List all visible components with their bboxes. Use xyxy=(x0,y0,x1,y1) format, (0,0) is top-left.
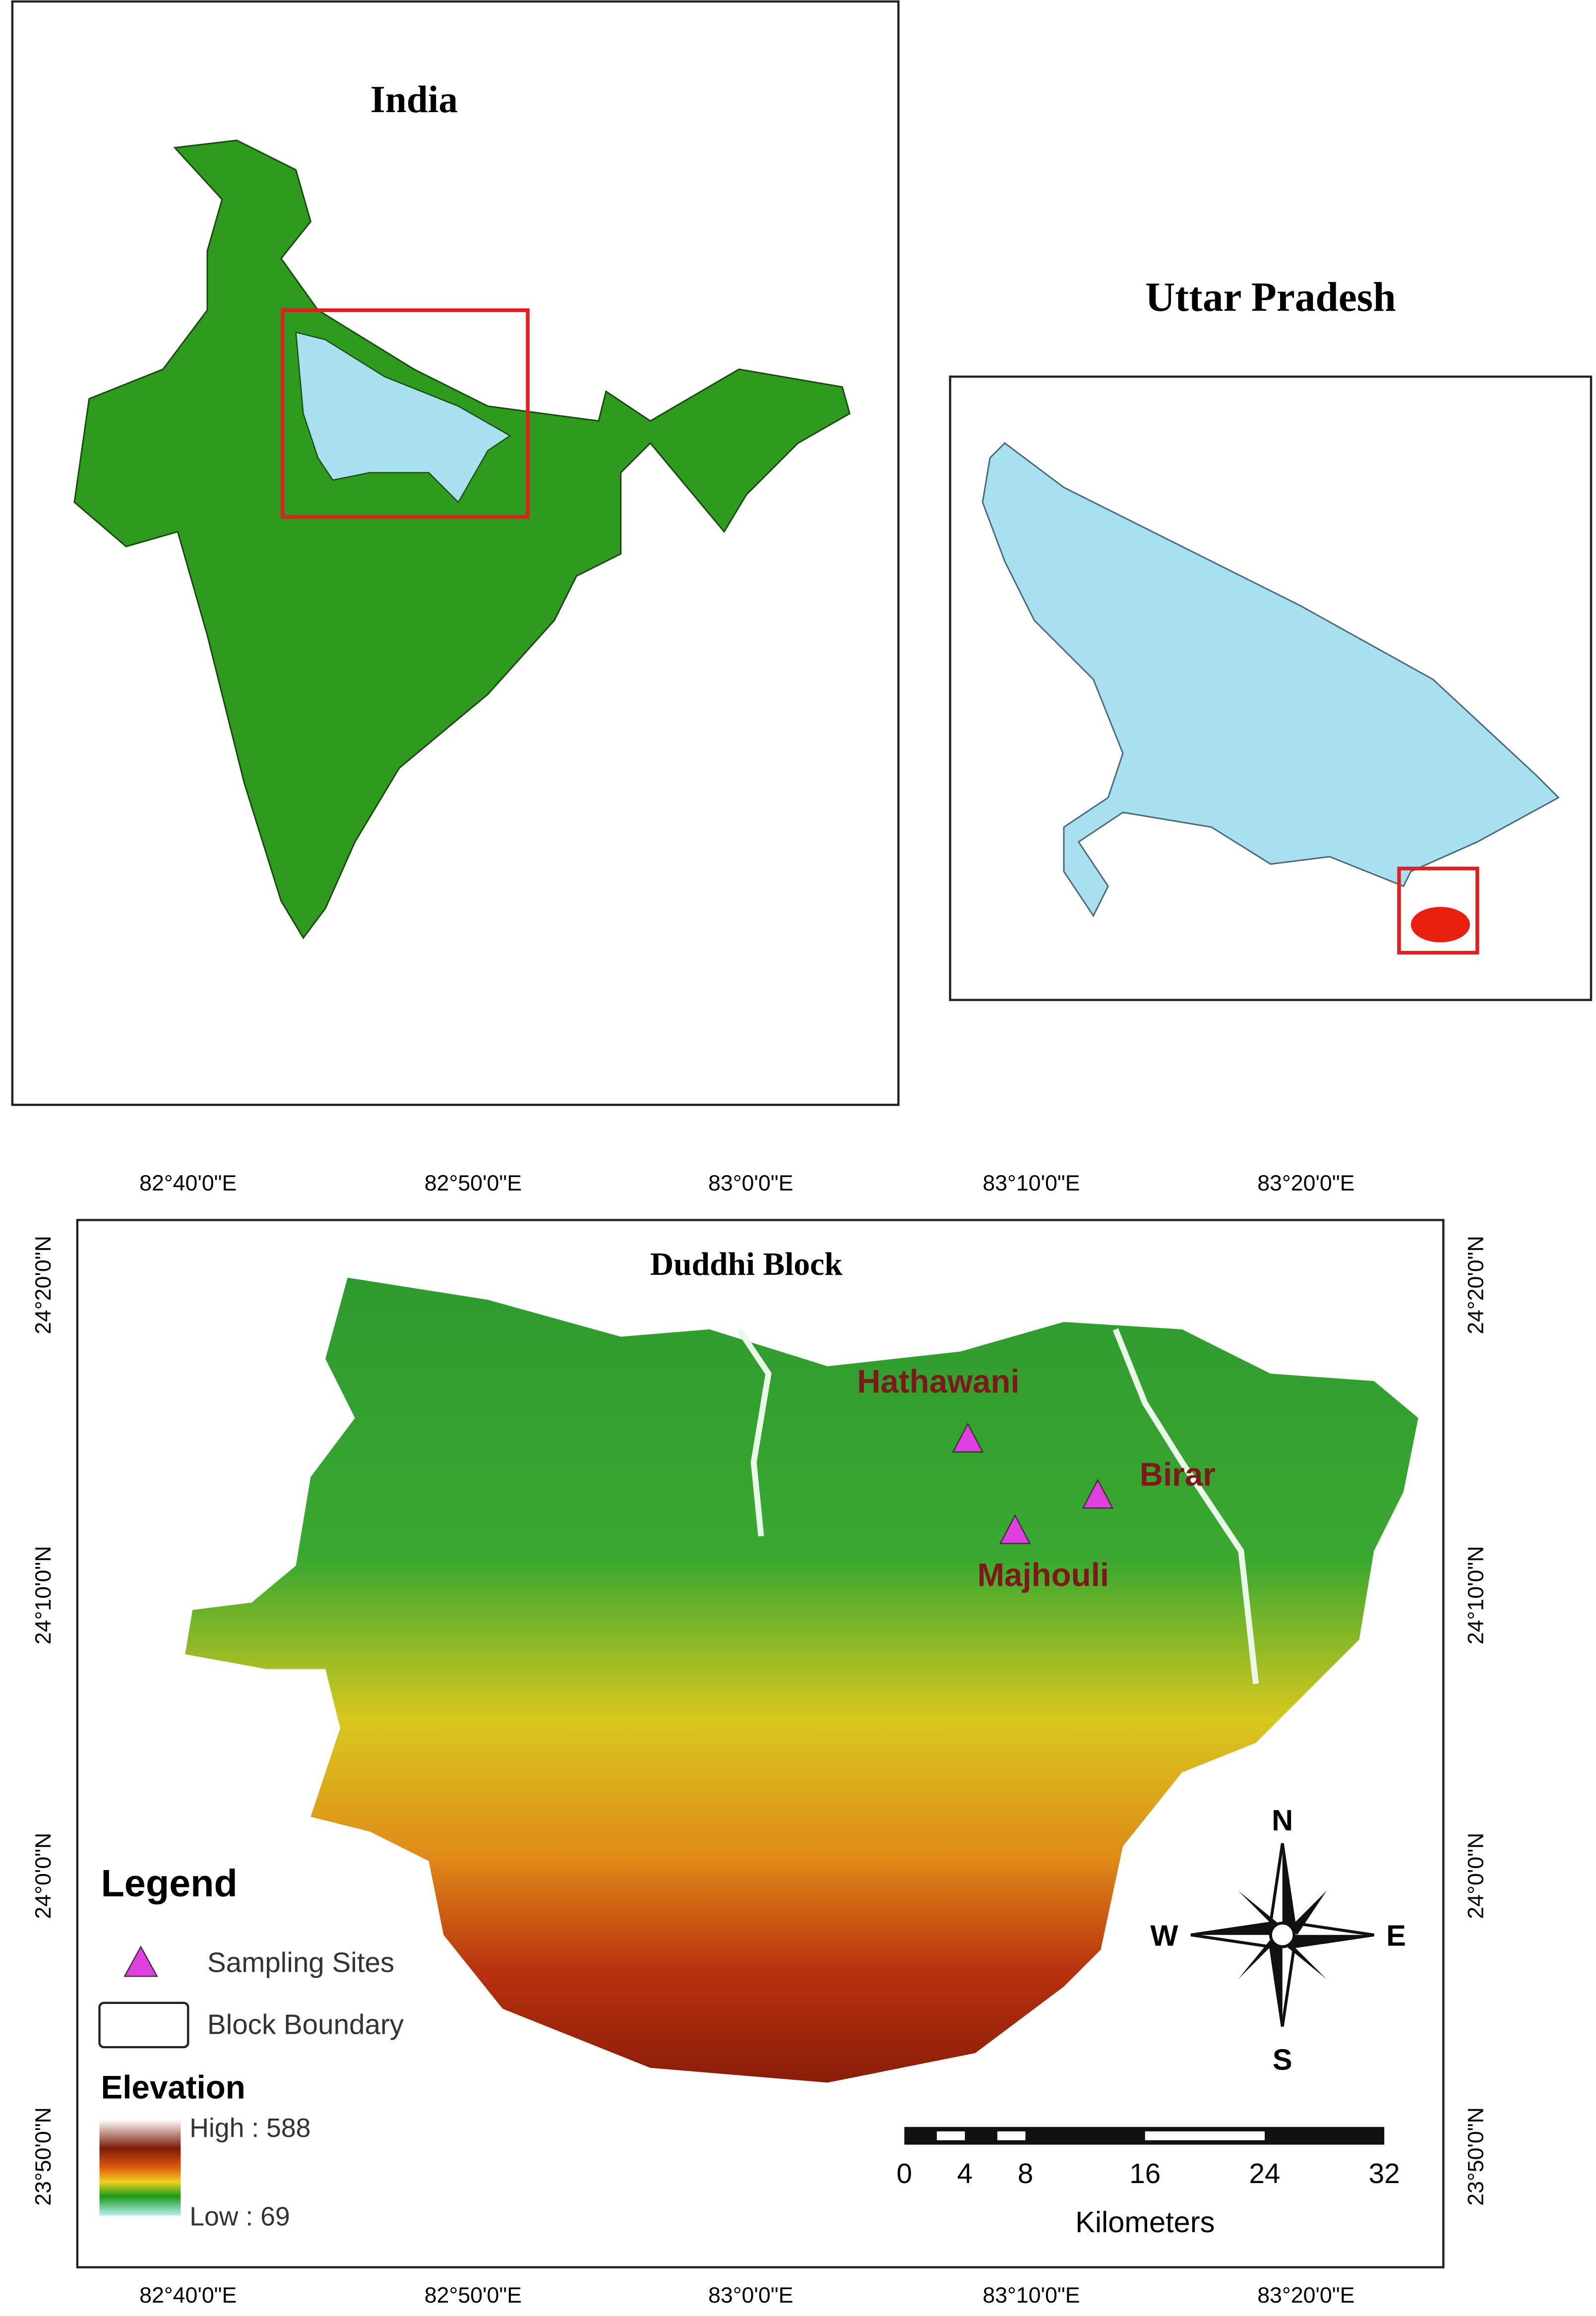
lon-label: 83°20'0"E xyxy=(1257,1171,1354,1195)
duddhi-locator-box xyxy=(1397,867,1479,955)
river xyxy=(736,1327,1259,1685)
lon-label: 83°10'0"E xyxy=(982,2283,1080,2308)
legend-elevation-title: Elevation xyxy=(101,2069,246,2106)
up-highlight xyxy=(295,331,511,503)
duddhi-frame xyxy=(76,1219,1445,2268)
lat-label: 23°50'0"N xyxy=(1464,2107,1488,2206)
up-title: Uttar Pradesh xyxy=(1145,275,1396,320)
scale-bar-segment xyxy=(936,2131,965,2140)
duddhi-title: Duddhi Block xyxy=(650,1247,843,1282)
lon-label: 83°20'0"E xyxy=(1257,2283,1354,2308)
lat-label: 24°20'0"N xyxy=(1464,1236,1488,1334)
site-label: Hathawani xyxy=(857,1363,1020,1399)
duddhi-highlight xyxy=(1411,907,1470,942)
compass-e: E xyxy=(1386,1919,1406,1952)
up-frame xyxy=(949,376,1593,1002)
compass-s: S xyxy=(1273,2043,1292,2076)
legend-site-symbol xyxy=(123,1945,158,1977)
lon-label: 82°40'0"E xyxy=(139,2283,237,2308)
compass-w: W xyxy=(1150,1919,1178,1952)
lat-label: 24°0'0"N xyxy=(1464,1833,1488,1919)
scale-bar-segment xyxy=(1145,2131,1265,2140)
lat-label: 24°0'0"N xyxy=(31,1833,56,1919)
india-frame xyxy=(11,0,900,1106)
up-shape xyxy=(982,442,1560,918)
legend-label: Sampling Sites xyxy=(207,1946,394,1978)
scale-bar xyxy=(904,2127,1385,2145)
lat-label: 24°20'0"N xyxy=(31,1236,56,1334)
legend-boundary-symbol xyxy=(98,2002,189,2049)
legend-low: Low : 69 xyxy=(189,2202,290,2232)
up-locator-box xyxy=(281,308,530,519)
legend-elevation-ramp xyxy=(99,2119,181,2216)
lon-label: 83°0'0"E xyxy=(708,1171,793,1195)
lon-label: 83°10'0"E xyxy=(982,1171,1080,1195)
scale-tick-label: 4 xyxy=(957,2158,973,2189)
scale-tick-label: 0 xyxy=(897,2158,912,2189)
compass-n: N xyxy=(1272,1804,1293,1837)
scale-tick-label: 24 xyxy=(1249,2158,1280,2189)
lon-label: 82°50'0"E xyxy=(425,1171,522,1195)
legend-label: Block Boundary xyxy=(207,2008,404,2040)
scale-unit: Kilometers xyxy=(1075,2205,1215,2239)
scale-bar-segment xyxy=(997,2131,1026,2140)
india-shape xyxy=(73,139,851,939)
duddhi-elevation xyxy=(185,1277,1418,2083)
duddhi-annotations: 82°40'0"E 82°50'0"E 83°0'0"E 83°10'0"E 83°20… xyxy=(31,1171,1488,2308)
legend-high: High : 588 xyxy=(189,2113,310,2143)
lon-label: 83°0'0"E xyxy=(708,2283,793,2308)
compass-rose xyxy=(1190,1843,1374,2027)
lat-label: 23°50'0"N xyxy=(31,2107,56,2206)
scale-tick-label: 16 xyxy=(1129,2158,1161,2189)
site-label: Majhouli xyxy=(977,1557,1109,1593)
india-title: India xyxy=(370,78,458,121)
scale-tick-label: 32 xyxy=(1369,2158,1400,2189)
site-label: Birar xyxy=(1140,1456,1216,1493)
sampling-site xyxy=(952,1422,984,1453)
lat-label: 24°10'0"N xyxy=(1464,1546,1488,1645)
legend-title: Legend xyxy=(101,1862,238,1905)
sampling-site xyxy=(1082,1479,1114,1509)
sampling-site xyxy=(999,1514,1031,1544)
scale-tick-label: 8 xyxy=(1018,2158,1033,2189)
lon-label: 82°40'0"E xyxy=(139,1171,237,1195)
lon-label: 82°50'0"E xyxy=(425,2283,522,2308)
lat-label: 24°10'0"N xyxy=(31,1546,56,1645)
